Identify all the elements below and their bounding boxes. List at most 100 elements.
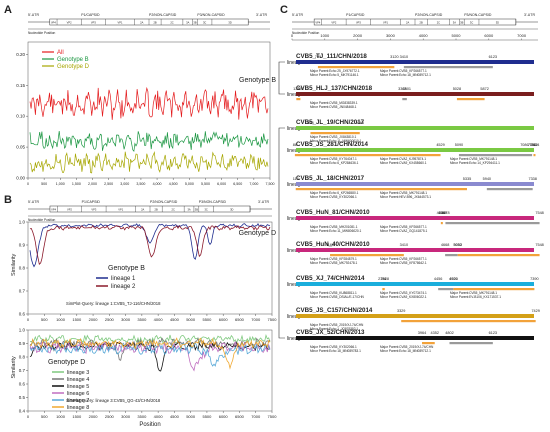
breakpoint-label: 5053 [454, 243, 462, 247]
genotype-d-label-c: Genotype D [239, 230, 276, 237]
breakpoint-label: 256 [297, 87, 303, 91]
breakpoint-label: 7338 [528, 177, 536, 181]
parent-note: Minor Parent:CVB5_MK792478.1 [310, 261, 358, 265]
legend-label-b-1: lineage 2 [111, 284, 136, 290]
gene-label-vp4: VP4 [51, 207, 56, 211]
parent-note: Major Parent:CVB5_KU868811.1 [310, 291, 357, 295]
strain-genome-bar [296, 314, 534, 318]
parent-note: Minor Parent:Echo 5_MK791146.1 [310, 73, 359, 77]
genome-map-a: 5'-UTR P1/CAPSID P2/NON-CAPSID P3/NON-CAPSI… [28, 13, 270, 35]
breakpoint-label: 3410 [400, 243, 408, 247]
legend-label-a-0: All [57, 50, 64, 56]
p1-label: P1/CAPSID [82, 200, 101, 204]
breakpoint-label: 1160 [326, 243, 334, 247]
y-axis-label-b-top: Similarity [11, 253, 17, 276]
y-tick-label-a: 0.15 [16, 83, 25, 88]
utr5-label: 5'-UTR [28, 200, 39, 204]
p1-label: P1/CAPSID [81, 13, 100, 17]
x-tick-label-a: 2,500 [104, 182, 113, 186]
parent-note: Major Parent:CVB5_KP266577.1 [380, 257, 427, 261]
parent-note: Minor Parent:CVB5_KF878642.1 [380, 261, 427, 265]
gene-label-3c: 3C [470, 20, 473, 24]
breakpoint-label: 4352 [431, 331, 439, 335]
strain-name: CVB5_JL_19/CHN/2017 [296, 119, 365, 126]
x-tick-label-a: 7,500 [266, 182, 275, 186]
parent-note: Minor Parent:Echo 6_KP284636.1 [310, 161, 359, 165]
parent-note: Minor Parent:CVB5_DSIAL/E-17/CHN [310, 295, 365, 299]
y-axis-label-b-bottom: Similarity [11, 356, 17, 379]
p1-label: P1/CAPSID [346, 13, 365, 17]
strain-name: CVB5_JS_C157/CHN/2014 [296, 307, 373, 314]
parent-note: Minor Parent:Echo 11_MW600010.1 [310, 139, 362, 143]
y-tick-label-a: 0.20 [16, 52, 25, 57]
x-tick-label-b-top: 5500 [202, 317, 212, 322]
legend-label-b-0: lineage 1 [111, 276, 136, 282]
recombinant-segment [458, 154, 533, 157]
breakpoint-label: 790 [315, 55, 321, 59]
breakpoint-label: 6123 [489, 55, 497, 59]
genotype-b-label-c: Genotype B [239, 77, 276, 84]
gene-label-2a: 2A [406, 20, 409, 24]
y-tick-label-a: 0.05 [16, 145, 25, 150]
x-tick-label-b-bottom: 1500 [72, 414, 82, 419]
strain-name: CVB5_HuN_40/CHN/2010 [296, 241, 370, 248]
parent-note: Minor Parent:CVA9_KX458660.1 [380, 161, 427, 165]
recombinant-segment [296, 98, 301, 101]
x-tick-label-b-top: 7000 [251, 317, 261, 322]
x-tick-label-b-top: 1500 [72, 317, 82, 322]
gene-label-3d: 3D [230, 207, 233, 211]
parent-note: Major Parent:CVA2_KJ957874.1 [380, 157, 426, 161]
y-tick-label-a: 0.00 [16, 176, 25, 181]
x-tick-label-b-top: 7500 [268, 317, 278, 322]
recombinant-segment [445, 254, 458, 257]
simplot-query-b-bottom: SimPlot-Query: lineage 3:CVB5_QG-43/CHN/… [66, 398, 161, 403]
parent-note: Minor Parent:Echo 14_KP294411.1 [450, 161, 500, 165]
x-tick-label-a: 6,000 [217, 182, 226, 186]
strain-genome-bar [296, 92, 534, 96]
x-tick-label-a: 0 [27, 182, 29, 186]
legend-label-bb-4: lineage 7 [67, 398, 89, 404]
gene-label-vp3: VP3 [356, 20, 361, 24]
x-tick-label-b-bottom: 5000 [186, 414, 196, 419]
x-tick-label-a: 500 [41, 182, 47, 186]
strain-name: CVB5_TJ_111/CHN/2018 [296, 53, 367, 60]
genotype-d-title-b: Genotype D [48, 359, 85, 366]
x-tick-label-b-top: 1000 [56, 317, 66, 322]
breakpoint-label: 5028 [453, 87, 461, 91]
breakpoint-label: 4668 [441, 243, 449, 247]
breakpoint-label: 4588 [438, 211, 446, 215]
x-tick-label-b-bottom: 3500 [137, 414, 147, 419]
x-tick-label-b-top: 3500 [137, 317, 147, 322]
parent-note: Major Parent:CVB5_MK791148.1 [450, 291, 497, 295]
legend-label-a-2: Genotype D [57, 64, 90, 70]
utr5-label: 5'-UTR [28, 13, 39, 17]
panel-label-a: A [4, 4, 12, 16]
similarity-line-b-bottom-2 [29, 340, 271, 372]
y-tick-label-b-bottom: 0.4 [19, 409, 26, 414]
parent-note: Major Parent:CVB5_KP266577.1 [380, 225, 427, 229]
recombinant-segment [295, 188, 467, 191]
simplot-query-b-top: SimPlot-Query: lineage 1:CVB5_TJ-116/CHN… [66, 301, 161, 306]
breakpoint-label: 4920 [449, 277, 457, 281]
x-tick-label-b-top: 5000 [186, 317, 196, 322]
gene-label-2c: 2C [172, 207, 175, 211]
recombinant-segment [438, 288, 454, 291]
recombinant-segment [440, 222, 443, 225]
utr3-label: 3'-UTR [256, 13, 267, 17]
recombinant-segment [486, 188, 533, 191]
legend-label-bb-1: lineage 4 [67, 377, 89, 383]
recombinant-segment [310, 132, 360, 135]
parent-note: Minor Parent:CVA2_GQ141875.1 [380, 229, 427, 233]
gene-label-vp3: VP3 [91, 207, 96, 211]
x-tick-label-b-top: 2500 [105, 317, 115, 322]
parent-note: Minor Parent:Echo 1_JQ979352.1 [310, 327, 358, 331]
breakpoint-label: 3964 [418, 331, 426, 335]
x-tick-label-b-bottom: 7500 [268, 414, 278, 419]
gene-label-vp1: VP1 [383, 20, 388, 24]
strain-genome-bar [296, 216, 534, 220]
bracket-genotype-d [278, 127, 285, 339]
recombinant-segment [422, 342, 435, 345]
x-axis-label-b-bottom: Position [139, 422, 160, 428]
similarity-line-b-top-0 [29, 223, 271, 268]
